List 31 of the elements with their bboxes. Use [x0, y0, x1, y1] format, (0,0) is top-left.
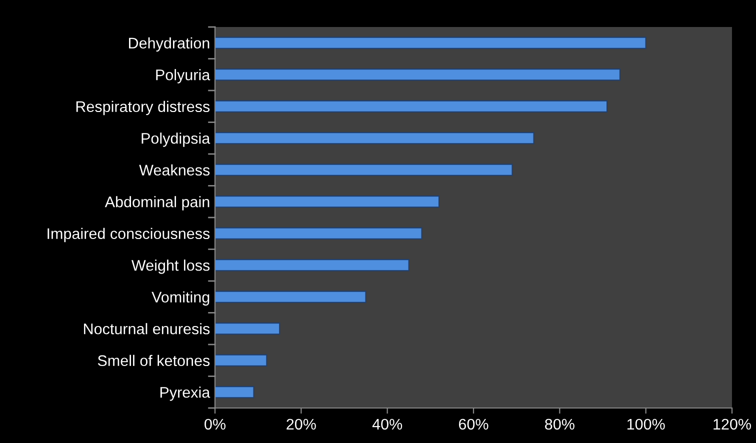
bar: [215, 354, 268, 366]
y-tick-label: Respiratory distress: [76, 100, 210, 116]
y-tick-label: Polydipsia: [142, 132, 210, 147]
bar: [215, 100, 608, 112]
y-tick-label: Nocturnal enuresis: [84, 323, 210, 334]
bar: [215, 386, 254, 398]
y-tick-label: Vomiting: [152, 291, 210, 306]
x-tick-label: 60%: [458, 418, 488, 430]
x-tick-label: 40%: [372, 418, 402, 430]
bar: [215, 68, 621, 81]
bar: [215, 227, 422, 240]
y-tick-label: Impaired consciousness: [48, 228, 210, 242]
y-tick-label: Polyuria: [156, 69, 210, 84]
x-tick-label: 100%: [627, 418, 665, 430]
y-tick-label: Weight loss: [132, 260, 210, 274]
y-tick-label: Pyrexia: [160, 386, 210, 401]
x-tick-label: 120%: [714, 418, 751, 430]
x-tick-label: 0%: [204, 418, 226, 430]
x-tick-label: 80%: [545, 418, 574, 430]
bar: [215, 259, 410, 272]
y-tick-label: Weakness: [139, 164, 210, 176]
y-tick-label: Dehydration: [129, 37, 210, 52]
bar: [215, 290, 366, 303]
bar: [215, 36, 646, 49]
bar: [215, 322, 280, 335]
bar: [215, 164, 513, 176]
y-tick-label: Smell of ketones: [98, 354, 210, 366]
bar: [215, 196, 440, 208]
bar: [215, 132, 534, 144]
x-tick-label: 20%: [286, 418, 316, 430]
y-tick-label: Abdominal pain: [104, 196, 210, 210]
